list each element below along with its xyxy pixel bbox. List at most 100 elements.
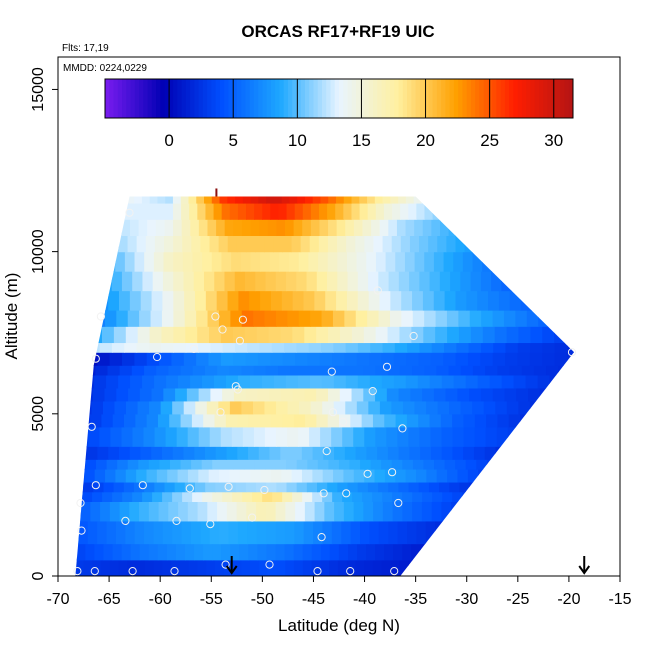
heatmap-cell bbox=[530, 342, 543, 353]
heatmap-cell bbox=[241, 310, 254, 327]
heatmap-cell bbox=[468, 342, 482, 353]
heatmap-cell bbox=[406, 352, 420, 366]
sample-point bbox=[91, 354, 100, 363]
heatmap-cell bbox=[201, 459, 213, 470]
heatmap-cell bbox=[162, 491, 173, 502]
heatmap-cell bbox=[254, 459, 266, 470]
heatmap-cell bbox=[467, 468, 479, 483]
heatmap-cell bbox=[307, 352, 321, 366]
heatmap-cell bbox=[307, 459, 319, 470]
heatmap-cell bbox=[460, 400, 473, 415]
colorbar: 0 5 10 15 20 25 30 bbox=[104, 78, 574, 150]
heatmap-cell bbox=[94, 468, 106, 483]
heatmap-cell bbox=[435, 326, 448, 344]
heatmap-cell bbox=[278, 365, 291, 376]
heatmap-cell bbox=[233, 352, 247, 366]
heatmap-cell bbox=[168, 501, 179, 522]
colorbar-cell bbox=[560, 79, 565, 118]
heatmap-cell bbox=[287, 400, 300, 415]
heatmap-cell bbox=[482, 326, 496, 344]
heatmap-cell bbox=[270, 468, 282, 483]
colorbar-tick-label: 30 bbox=[544, 131, 563, 150]
colorbar-tick-label: 15 bbox=[352, 131, 371, 150]
heatmap-cell bbox=[76, 543, 86, 561]
colorbar-cell bbox=[509, 79, 514, 118]
heatmap-cell bbox=[270, 290, 283, 311]
heatmap-cell bbox=[124, 413, 136, 428]
heatmap-cell bbox=[129, 290, 142, 311]
heatmap-cell bbox=[420, 446, 432, 460]
heatmap-cell bbox=[246, 501, 257, 522]
heatmap-cell bbox=[389, 310, 402, 327]
heatmap-cell bbox=[477, 290, 489, 311]
heatmap-cell bbox=[245, 235, 256, 253]
sample-point bbox=[73, 567, 82, 576]
heatmap-cell bbox=[134, 251, 145, 272]
heatmap-cell bbox=[195, 400, 208, 415]
x-tick-label: -65 bbox=[98, 591, 121, 608]
heatmap-cell bbox=[294, 352, 308, 366]
heatmap-cell bbox=[400, 202, 409, 220]
heatmap-cell bbox=[212, 543, 222, 561]
heatmap-cell bbox=[364, 426, 376, 447]
heatmap-cell bbox=[395, 468, 407, 483]
heatmap-cell bbox=[320, 543, 331, 561]
heatmap-cell bbox=[301, 468, 313, 483]
heatmap-cell bbox=[366, 251, 377, 272]
heatmap-cell bbox=[107, 365, 121, 376]
heatmap-cell bbox=[328, 196, 337, 204]
heatmap-cell bbox=[345, 219, 355, 237]
heatmap-cell bbox=[191, 235, 202, 253]
heatmap-cell bbox=[176, 426, 189, 447]
heatmap-cell bbox=[206, 400, 219, 415]
heatmap-cell bbox=[368, 271, 379, 292]
heatmap-cell bbox=[469, 387, 482, 402]
heatmap-cell bbox=[449, 400, 462, 415]
heatmap-cell bbox=[312, 196, 322, 204]
heatmap-cell bbox=[542, 352, 556, 366]
colorbar-cell bbox=[356, 79, 361, 118]
heatmap-cell bbox=[265, 459, 277, 470]
colorbar-cell bbox=[530, 79, 536, 118]
heatmap-cell bbox=[121, 352, 135, 366]
heatmap-cell bbox=[99, 426, 112, 447]
heatmap-cell bbox=[314, 501, 325, 522]
heatmap-cell bbox=[118, 446, 131, 460]
heatmap-cell bbox=[250, 219, 260, 237]
colorbar-cell bbox=[245, 79, 251, 118]
heatmap-cell bbox=[279, 251, 290, 272]
heatmap-cell bbox=[260, 468, 272, 483]
heatmap-cell bbox=[439, 481, 450, 493]
heatmap-cell bbox=[363, 365, 377, 376]
heatmap-cell bbox=[162, 559, 172, 576]
colorbar-cell bbox=[313, 79, 319, 118]
heatmap-cell bbox=[245, 352, 259, 366]
heatmap-cell bbox=[339, 413, 351, 428]
heatmap-cell bbox=[433, 387, 447, 402]
heatmap-cell bbox=[402, 501, 413, 522]
heatmap-cell bbox=[424, 202, 434, 220]
heatmap-cell bbox=[164, 219, 174, 237]
heatmap-cell bbox=[455, 352, 469, 366]
heatmap-cell bbox=[527, 387, 541, 402]
heatmap-cell bbox=[257, 352, 271, 366]
heatmap-cell bbox=[138, 459, 150, 470]
heatmap-cell bbox=[435, 310, 448, 327]
heatmap-cell bbox=[390, 196, 399, 204]
heatmap-cell bbox=[378, 481, 389, 493]
heatmap-cell bbox=[130, 543, 141, 561]
heatmap-cell bbox=[310, 400, 323, 415]
heatmap-cell bbox=[332, 310, 345, 327]
heatmap-cell bbox=[180, 413, 193, 428]
colorbar-cell bbox=[347, 79, 353, 118]
heatmap-cell bbox=[109, 352, 123, 366]
heatmap-cell bbox=[325, 290, 337, 311]
heatmap-cell bbox=[206, 559, 216, 576]
heatmap-cell bbox=[173, 342, 187, 353]
heatmap-cell bbox=[422, 387, 435, 402]
heatmap-cell bbox=[388, 481, 399, 493]
heatmap-cell bbox=[248, 543, 258, 561]
heatmap-cell bbox=[338, 543, 349, 561]
heatmap-field bbox=[75, 196, 575, 576]
heatmap-cell bbox=[102, 400, 116, 415]
